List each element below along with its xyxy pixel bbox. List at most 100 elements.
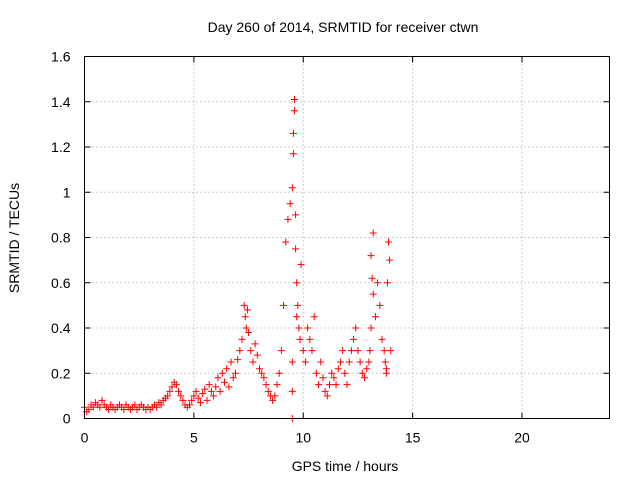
data-point [172,381,180,389]
data-point [131,401,139,409]
x-axis-label: GPS time / hours [292,458,399,474]
data-point [387,347,395,355]
y-tick-labels: 0 0.2 0.4 0.6 0.8 1 1.2 1.4 1.6 [51,49,71,427]
data-point [319,374,327,382]
data-point [288,184,296,192]
data-point [253,351,261,359]
y-tick-label: 0.8 [51,230,71,246]
data-point [201,385,209,393]
data-point [308,347,316,355]
plot-frame [84,56,610,419]
data-point [196,399,204,407]
y-tick-label: 1.4 [51,94,71,110]
data-point [282,238,290,246]
data-point [223,365,231,373]
data-point [247,347,255,355]
data-point [317,358,325,366]
data-point [240,301,248,309]
data-point [334,365,342,373]
data-point [378,335,386,343]
data-point [374,279,382,287]
y-tick-label: 0.4 [51,320,71,336]
data-point [153,403,161,411]
data-point [293,279,301,287]
data-point [296,335,304,343]
data-point [280,301,288,309]
data-point [205,381,213,389]
x-tick-label: 15 [405,430,421,446]
data-point [297,261,305,269]
data-point [229,374,237,382]
data-point [288,387,296,395]
data-point [179,396,187,404]
data-point [199,390,207,398]
data-point [177,392,185,400]
data-point [269,396,277,404]
data-point [304,324,312,332]
data-point [231,369,239,377]
grid-lines [84,56,610,419]
data-point [288,358,296,366]
data-point [89,403,97,411]
data-point [271,392,279,400]
data-point [275,369,283,377]
data-point [258,369,266,377]
data-point [166,387,174,395]
data-point [260,374,268,382]
data-point [245,329,253,337]
data-point [293,313,301,321]
data-point [356,358,364,366]
data-point [326,381,333,389]
data-point [188,396,196,404]
data-point [366,347,374,355]
data-point [207,387,215,395]
data-point [256,365,263,373]
y-tick-label: 0.6 [51,275,71,291]
data-point [120,405,128,413]
x-tick-label: 0 [81,430,89,446]
data-point [284,215,292,223]
data-point [299,347,307,355]
data-point [227,358,235,366]
data-point [352,324,360,332]
data-point [190,392,198,400]
data-point [264,387,272,395]
y-tick-label: 0.2 [51,365,71,381]
data-point [164,392,172,400]
data-point [225,383,233,391]
data-point [343,381,351,389]
data-point [386,256,394,264]
data-point [242,324,250,332]
data-point [203,396,211,404]
data-point [238,335,246,343]
data-point [347,347,355,355]
data-point [323,392,331,400]
data-point [301,358,309,366]
data-point [214,374,222,382]
data-point [381,358,389,366]
data-point [289,129,297,137]
data-point [234,356,242,364]
data-point [350,335,358,343]
data-point [168,383,176,391]
data-point [194,394,202,402]
data-point [339,347,347,355]
data-point [341,369,349,377]
data-point [358,369,366,377]
data-point [186,401,193,409]
x-tick-labels: 0 5 10 15 20 [81,430,530,446]
x-tick-label: 20 [514,430,530,446]
data-point [218,369,226,377]
data-point [291,107,298,115]
data-point [383,279,391,287]
data-point [312,369,320,377]
data-point [330,374,338,382]
y-tick-label: 0 [63,411,71,427]
data-point [365,358,373,366]
data-point [291,95,298,103]
data-point [292,211,300,219]
data-point [367,252,375,260]
x-tick-label: 10 [295,430,311,446]
data-point [286,200,294,208]
